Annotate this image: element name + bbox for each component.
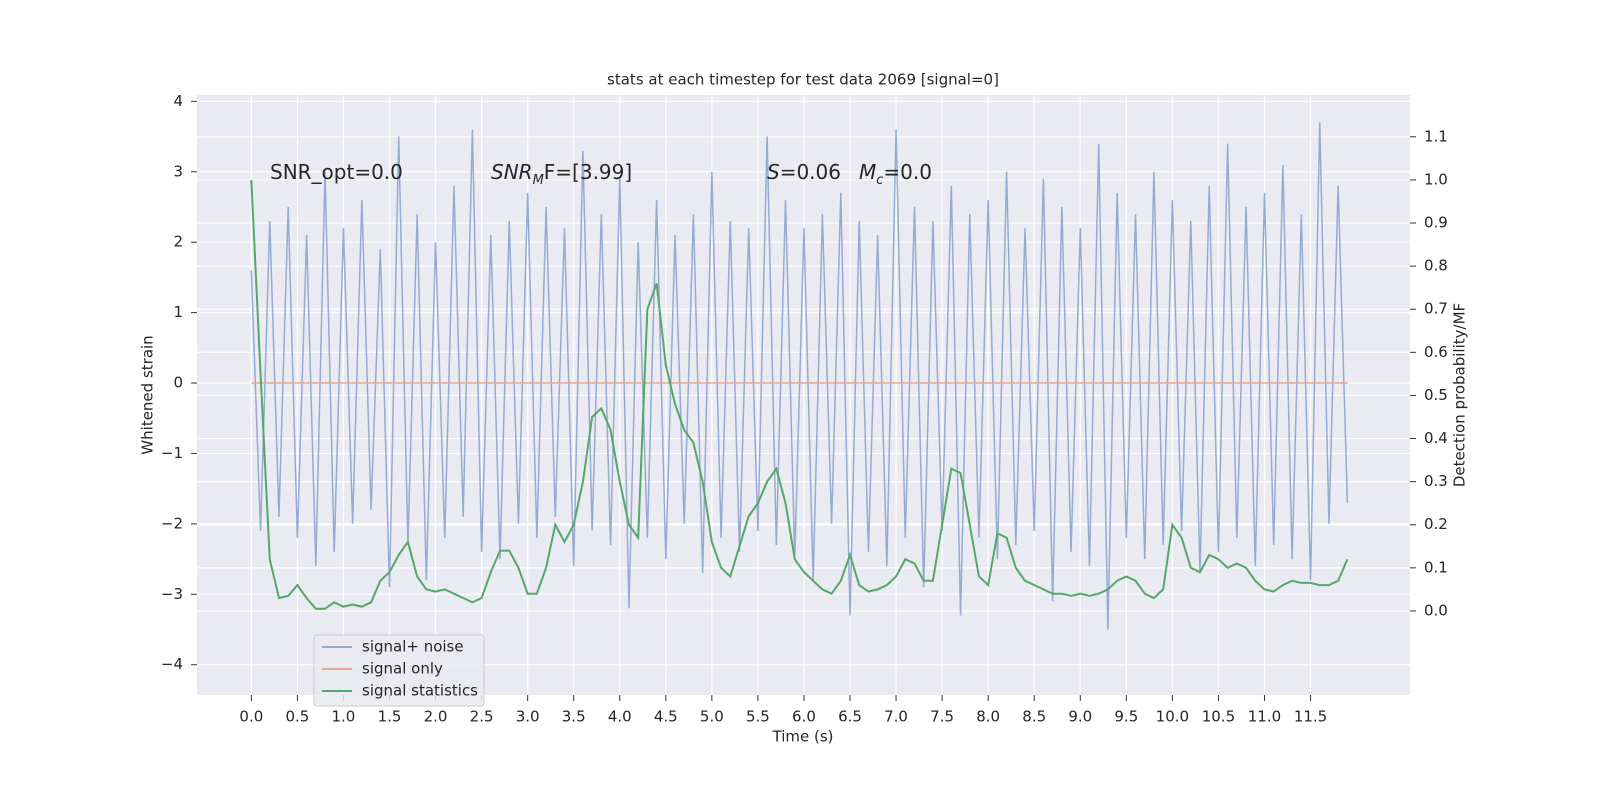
- y-tick-label: −4: [161, 655, 183, 673]
- annotation-part: M: [859, 160, 876, 184]
- y2-tick-label: 1.0: [1424, 170, 1448, 188]
- x-tick-label: 7.5: [930, 708, 954, 726]
- y2-tick-label: 0.5: [1424, 386, 1448, 404]
- y2-tick-label: 1.1: [1424, 127, 1448, 145]
- annotation-part: M: [533, 173, 544, 188]
- x-tick-label: 10.5: [1202, 708, 1235, 726]
- x-tick-label: 11.5: [1294, 708, 1327, 726]
- series-line: [250, 122, 1349, 630]
- y-tick-label: 4: [173, 92, 183, 110]
- x-tick-label: 2.0: [424, 708, 448, 726]
- legend-label: signal statistics: [362, 682, 478, 700]
- legend-box: [313, 634, 485, 707]
- annotation: S=0.06 Mc=0.0: [767, 160, 932, 189]
- y2-tick-label: 0.9: [1424, 214, 1448, 232]
- x-tick-label: 0.5: [285, 708, 309, 726]
- annotation: SNR_opt=0.0: [270, 160, 403, 184]
- x-tick-label: 1.0: [332, 708, 356, 726]
- annotation-part: =0.0: [883, 160, 932, 184]
- y2-tick-label: 0.8: [1424, 257, 1448, 275]
- x-tick-label: 5.5: [746, 708, 770, 726]
- y2-axis-label: Detection probability/MF: [1451, 303, 1469, 487]
- annotation-part: c: [876, 173, 883, 188]
- y2-tick-label: 0.0: [1424, 601, 1448, 619]
- x-tick-label: 1.5: [378, 708, 402, 726]
- annotation-part: =0.06: [780, 160, 841, 184]
- y-tick-label: −3: [161, 585, 183, 603]
- x-tick-label: 8.0: [976, 708, 1000, 726]
- y-tick-label: −1: [161, 444, 183, 462]
- x-tick-label: 10.0: [1156, 708, 1189, 726]
- y2-tick-label: 0.4: [1424, 429, 1448, 447]
- annotation-part: S: [767, 160, 780, 184]
- x-tick-label: 11.0: [1248, 708, 1281, 726]
- x-tick-label: 2.5: [470, 708, 494, 726]
- x-tick-label: 7.0: [884, 708, 908, 726]
- y2-tick-label: 0.3: [1424, 472, 1448, 490]
- x-tick-label: 9.5: [1114, 708, 1138, 726]
- x-tick-label: 4.0: [608, 708, 632, 726]
- y-axis-label: Whitened strain: [139, 335, 157, 454]
- legend-label: signal+ noise: [362, 638, 464, 656]
- y-tick-label: 0: [173, 374, 183, 392]
- legend-label: signal only: [362, 660, 443, 678]
- chart-title: stats at each timestep for test data 206…: [607, 71, 999, 89]
- y-tick-label: 3: [173, 162, 183, 180]
- x-tick-label: 6.0: [792, 708, 816, 726]
- x-tick-label: 9.0: [1068, 708, 1092, 726]
- y2-tick-label: 0.2: [1424, 515, 1448, 533]
- series-line: [250, 179, 1349, 610]
- x-tick-label: 3.5: [562, 708, 586, 726]
- x-tick-label: 0.0: [239, 708, 263, 726]
- x-axis-label: Time (s): [772, 728, 834, 746]
- y2-tick-label: 0.7: [1424, 300, 1448, 318]
- x-tick-label: 3.0: [516, 708, 540, 726]
- y-tick-label: −2: [161, 514, 183, 532]
- annotation-part: F=[3.99]: [544, 160, 632, 184]
- y2-tick-label: 0.6: [1424, 343, 1448, 361]
- x-tick-label: 5.0: [700, 708, 724, 726]
- annotation: SNRMF=[3.99]: [491, 160, 632, 189]
- annotation-part: SNR: [491, 160, 533, 184]
- y-tick-label: 2: [173, 233, 183, 251]
- x-tick-label: 4.5: [654, 708, 678, 726]
- y2-tick-label: 0.1: [1424, 558, 1448, 576]
- x-tick-label: 6.5: [838, 708, 862, 726]
- x-tick-label: 8.5: [1022, 708, 1046, 726]
- annotation-part: SNR_opt=0.0: [270, 160, 403, 184]
- y-tick-label: 1: [173, 303, 183, 321]
